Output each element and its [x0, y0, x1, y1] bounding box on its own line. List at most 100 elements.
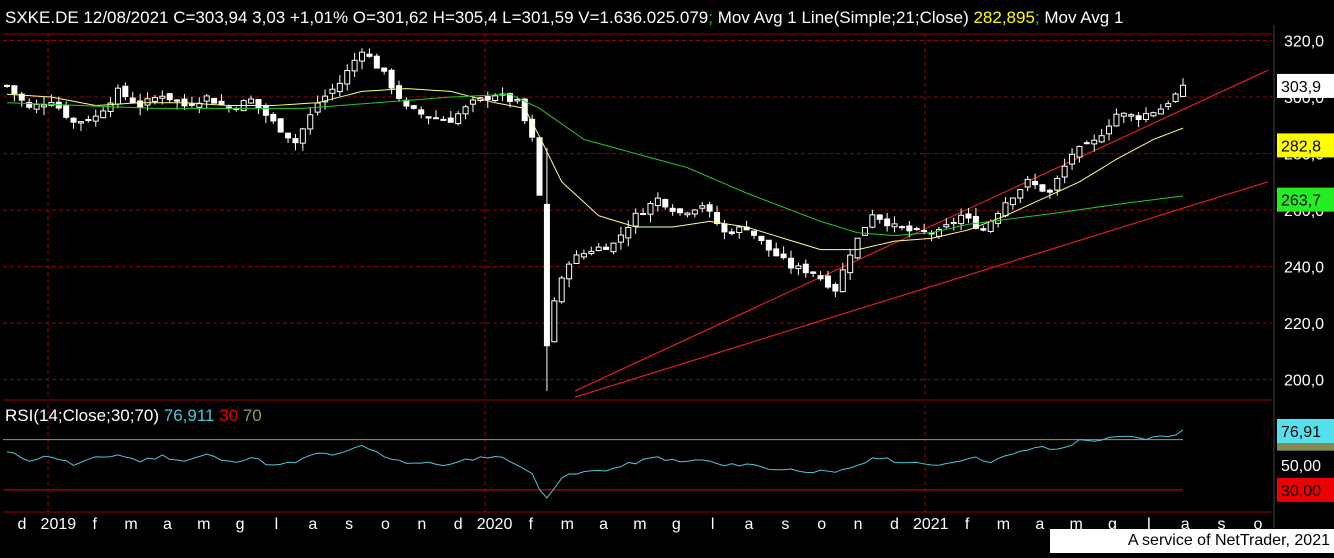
price-tick-label: 220,0: [1284, 316, 1324, 333]
candle-up: [1113, 113, 1120, 127]
candle-up: [610, 242, 617, 253]
candle-up: [647, 203, 654, 215]
candle-down: [85, 118, 92, 122]
candle-up: [854, 237, 861, 259]
candle-down: [876, 214, 883, 220]
candle-down: [255, 98, 262, 109]
candle-up: [248, 98, 255, 104]
candle-down: [388, 69, 395, 89]
month-label: a: [599, 516, 608, 533]
candle-down: [1135, 115, 1142, 121]
header-sep-2: ;: [1035, 8, 1040, 27]
candle-up: [1009, 197, 1016, 206]
candle-up: [1172, 93, 1179, 103]
price-axis: 320,0300,0280,0260,0240,0220,0200,0303,9…: [1277, 34, 1334, 390]
ma-short-line: [6, 88, 1184, 251]
candle-up: [580, 253, 587, 258]
candle-up: [299, 128, 306, 144]
candle-up: [203, 95, 210, 102]
candle-up: [307, 114, 314, 130]
ma1-label: Mov Avg 1 Line(Simple;21;Close): [713, 8, 973, 27]
candle-down: [122, 85, 129, 98]
candle-down: [410, 105, 417, 109]
candle-down: [906, 225, 913, 232]
month-label: f: [529, 516, 534, 533]
candle-down: [758, 235, 765, 242]
candle-up: [632, 212, 639, 227]
candle-up: [159, 95, 166, 99]
candle-down: [506, 93, 513, 102]
candle-down: [972, 215, 979, 229]
grid: [3, 25, 1275, 528]
candle-up: [359, 51, 366, 62]
candle-up: [329, 88, 336, 94]
candle-down: [403, 99, 410, 107]
candle-down: [63, 104, 70, 118]
candle-up: [958, 214, 965, 225]
candle-up: [1120, 112, 1127, 117]
candle-down: [188, 103, 195, 106]
candle-up: [1180, 84, 1186, 97]
rsi-high-level: 70: [238, 406, 262, 425]
candle-up: [861, 227, 868, 236]
quote-text: SXKE.DE 12/08/2021 C=303,94 3,03 +1,01% …: [5, 8, 708, 27]
candle-down: [751, 230, 758, 236]
candle-down: [980, 228, 987, 231]
candle-down: [285, 132, 292, 139]
candle-up: [144, 98, 151, 106]
year-label: 2019: [41, 516, 77, 533]
candle-down: [418, 109, 425, 115]
candle-down: [26, 102, 33, 108]
rsi-value-box: [1277, 477, 1334, 502]
month-label: f: [965, 516, 970, 533]
candle-down: [832, 284, 839, 292]
candle-up: [1002, 202, 1009, 217]
rsi-panel: [3, 429, 1184, 499]
candle-up: [943, 224, 950, 228]
header-sep-1: ;: [708, 8, 713, 27]
candle-up: [100, 110, 107, 119]
candle-up: [684, 212, 691, 216]
candle-down: [211, 98, 218, 104]
candle-down: [521, 98, 528, 122]
candle-down: [137, 100, 144, 108]
candle-up: [617, 234, 624, 243]
rsi-label: RSI(14;Close;30;70): [5, 406, 164, 425]
month-label: m: [561, 516, 574, 533]
candle-up: [950, 221, 957, 225]
month-label: m: [197, 516, 210, 533]
month-label: l: [1147, 516, 1151, 533]
month-label: a: [745, 516, 754, 533]
month-label: o: [381, 516, 390, 533]
candle-up: [1054, 177, 1061, 191]
month-label: o: [817, 516, 826, 533]
month-label: d: [454, 516, 463, 533]
candle-up: [839, 269, 846, 293]
candle-down: [166, 93, 173, 101]
candle-up: [795, 265, 802, 269]
candle-down: [11, 85, 18, 95]
ma-long-line: [6, 93, 1184, 237]
month-label: o: [1253, 516, 1262, 533]
candle-down: [432, 117, 439, 120]
rsi-value-box: [1277, 418, 1334, 443]
month-label: a: [1181, 516, 1190, 533]
candle-up: [640, 212, 647, 215]
candle-up: [551, 300, 558, 343]
candle-down: [669, 207, 676, 212]
candle-up: [1157, 108, 1164, 115]
candle-down: [536, 137, 543, 196]
chart-header: SXKE.DE 12/08/2021 C=303,94 3,03 +1,01% …: [5, 8, 1123, 27]
candle-up: [588, 250, 595, 255]
candle-down: [129, 97, 136, 103]
candle-down: [802, 263, 809, 274]
candle-down: [373, 55, 380, 69]
candle-down: [218, 100, 225, 105]
month-label: g: [1108, 516, 1117, 533]
last-value-box: [1277, 187, 1334, 212]
month-label: d: [890, 516, 899, 533]
candle-up: [558, 277, 565, 303]
price-tick-label: 240,0: [1284, 260, 1324, 277]
candle-down: [884, 218, 891, 227]
candle-up: [654, 197, 661, 207]
